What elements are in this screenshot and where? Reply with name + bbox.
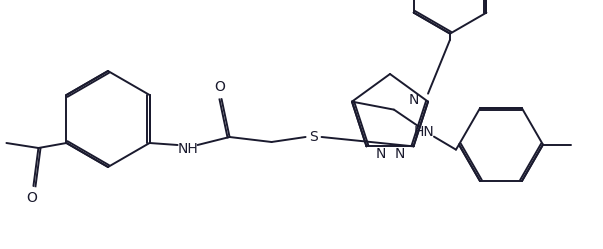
Text: N: N bbox=[375, 147, 386, 161]
Text: NH: NH bbox=[177, 142, 198, 156]
Text: O: O bbox=[26, 191, 37, 205]
Text: O: O bbox=[214, 80, 225, 94]
Text: N: N bbox=[394, 147, 405, 161]
Text: HN: HN bbox=[414, 125, 434, 139]
Text: S: S bbox=[309, 130, 318, 144]
Text: N: N bbox=[409, 93, 419, 107]
